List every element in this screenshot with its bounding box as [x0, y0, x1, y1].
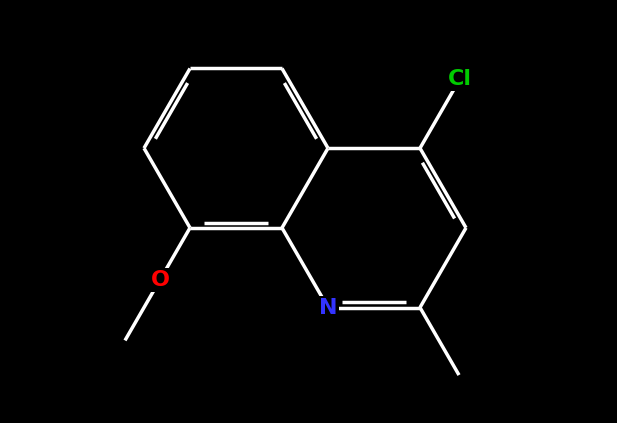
- Text: O: O: [151, 270, 170, 290]
- Text: Cl: Cl: [448, 69, 472, 89]
- Text: N: N: [319, 297, 337, 318]
